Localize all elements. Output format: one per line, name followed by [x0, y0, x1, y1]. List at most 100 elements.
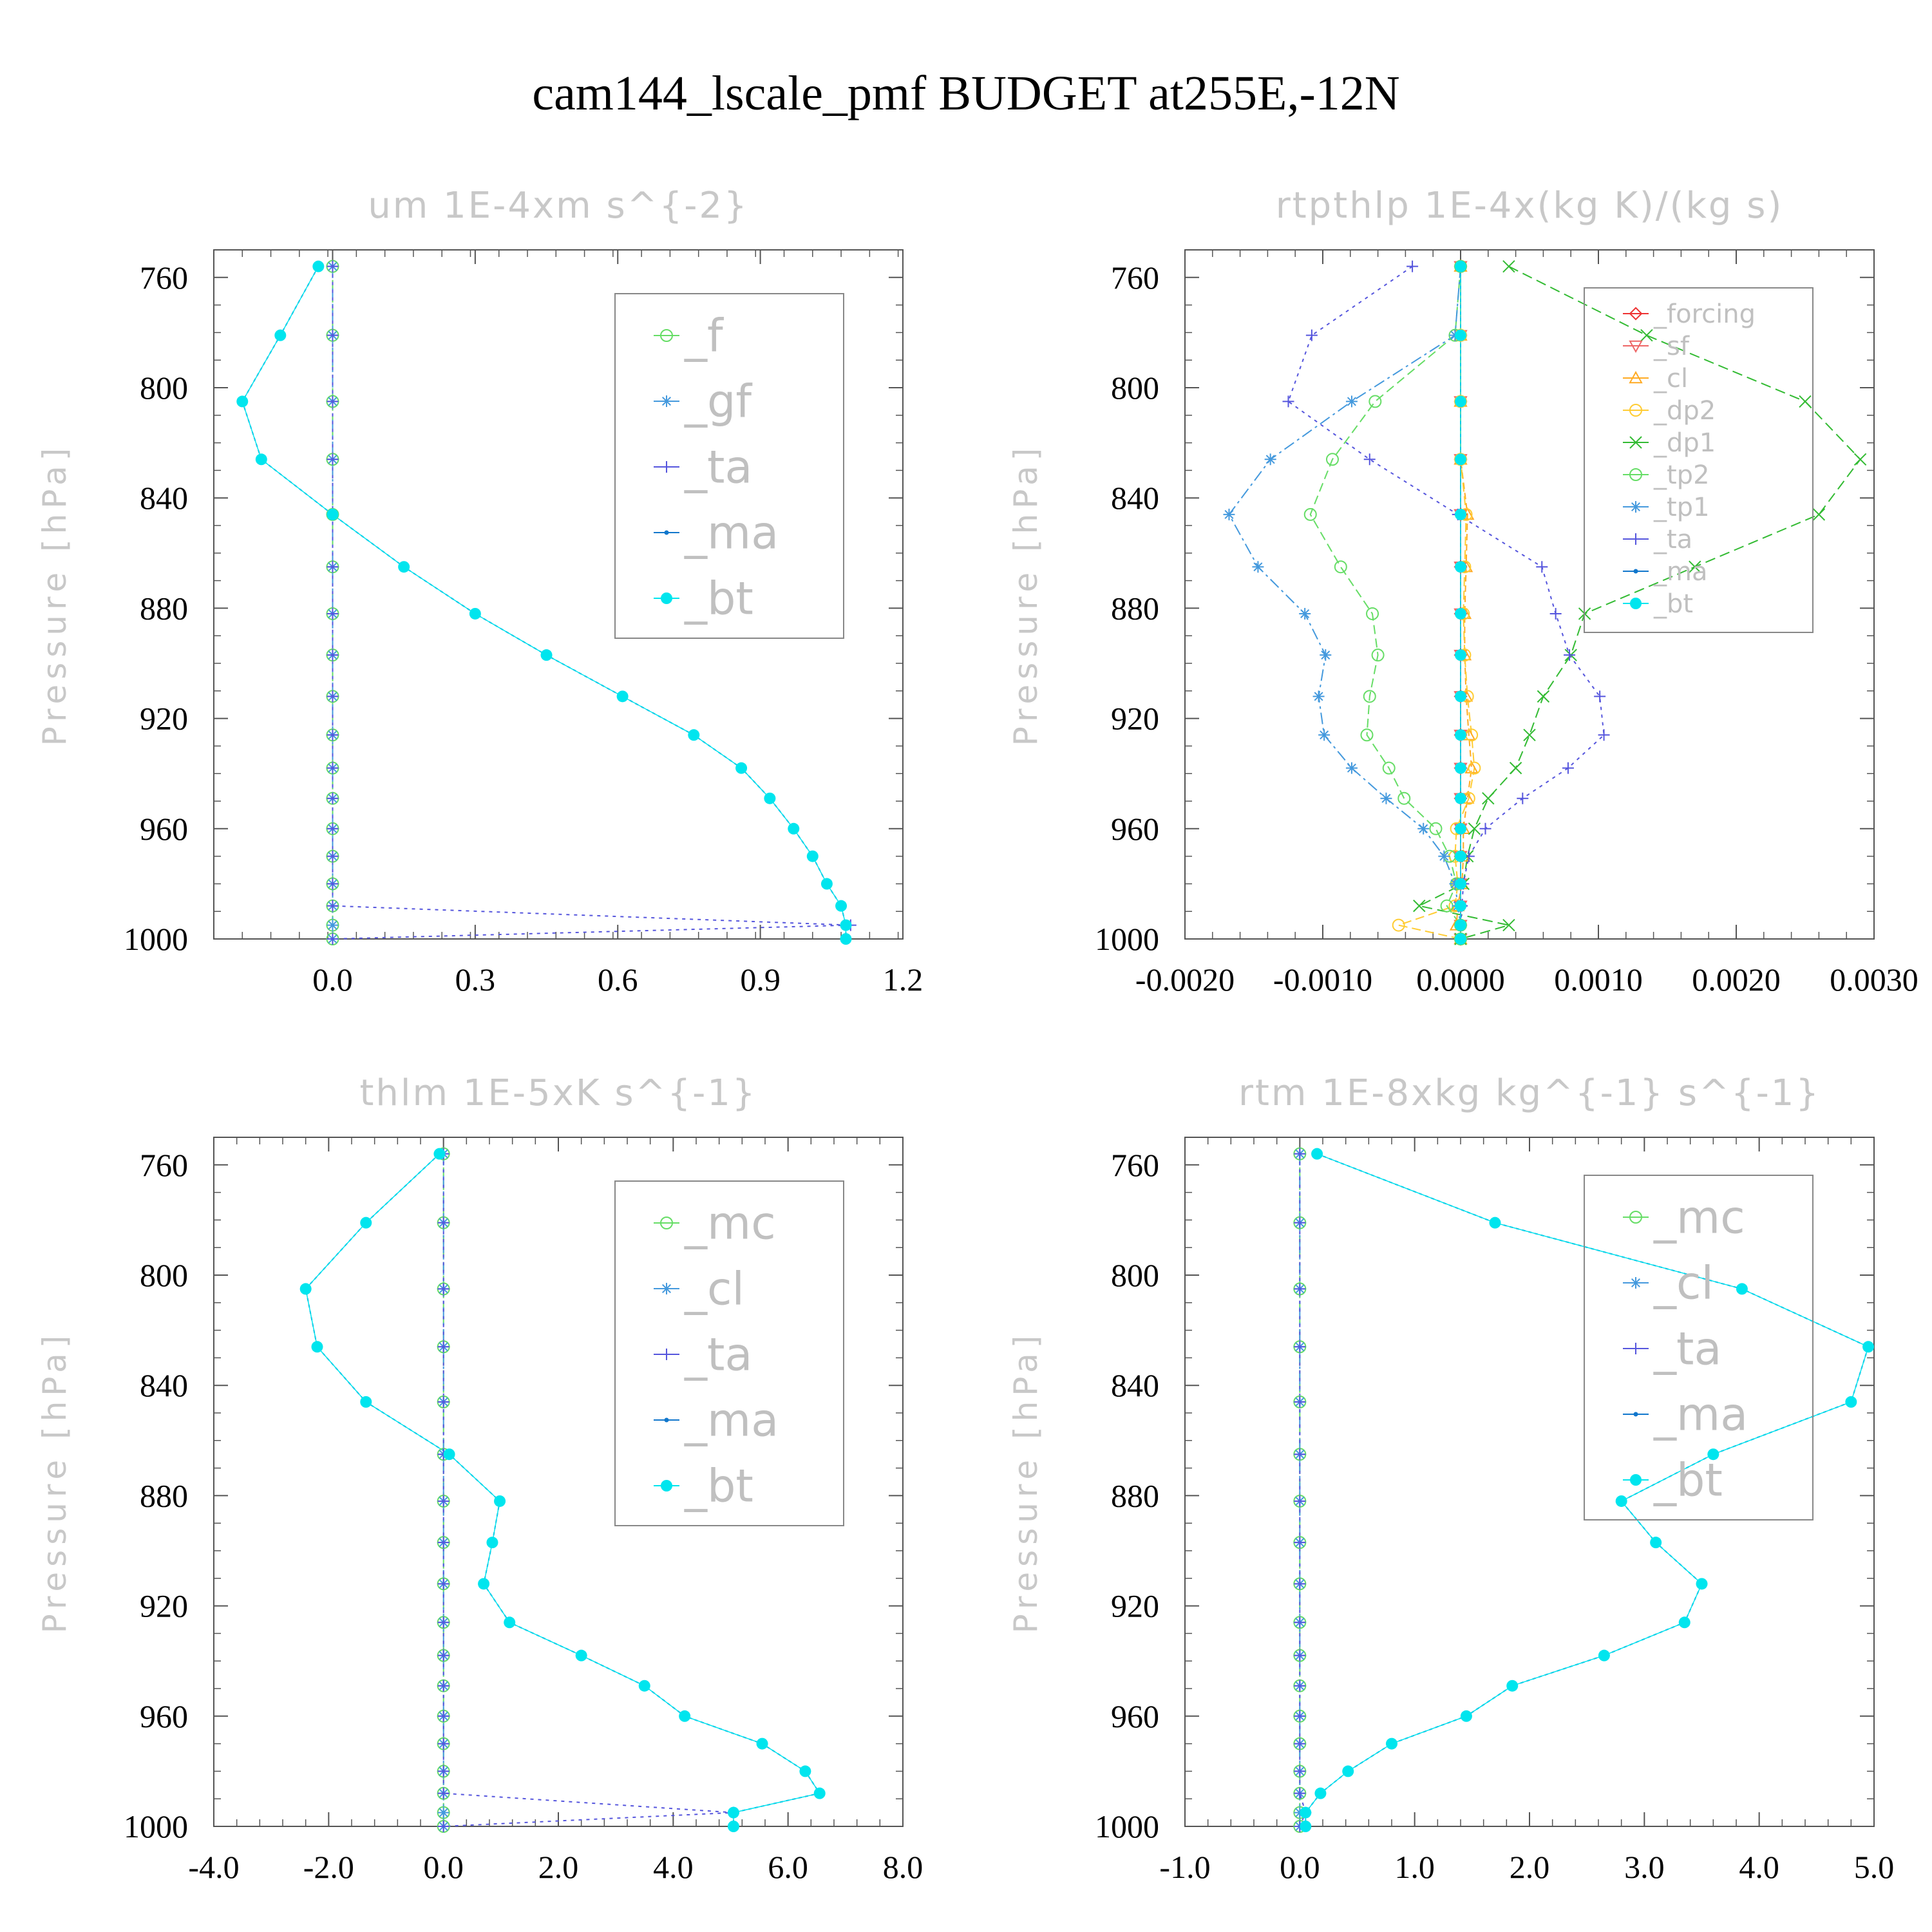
legend-marker [664, 530, 669, 535]
y-tick-label: 880 [140, 1477, 188, 1513]
legend-marker [1630, 1277, 1642, 1289]
point_ta [437, 1616, 450, 1629]
point_ta [1294, 1765, 1306, 1777]
legend: _mc _cl _ta _ma _bt [1584, 1175, 1814, 1520]
point_ta [327, 260, 339, 272]
y-tick-label: 880 [140, 590, 188, 626]
point_ta [327, 607, 339, 620]
legend-label: _cl [1653, 364, 1688, 393]
legend-label: _ma [1653, 1388, 1748, 1441]
legend-label: _bt [1653, 589, 1693, 619]
legend-marker [661, 395, 672, 407]
x-tick-label: 5.0 [1854, 1849, 1895, 1885]
point_ta [437, 1283, 450, 1295]
y-tick-label: 920 [1111, 701, 1159, 737]
point_bt [840, 933, 852, 945]
point_ta [437, 1787, 450, 1799]
point_bt [1455, 822, 1466, 835]
series-line_tp1 [1228, 266, 1461, 939]
point_bt [504, 1616, 516, 1629]
y-axis-label: Pressure [hPa] [1007, 1331, 1045, 1634]
point_ta [437, 1765, 450, 1777]
point_ta [327, 850, 339, 862]
point_tp2 [1397, 791, 1411, 805]
legend: _forcing _sf _cl _dp2_dp1_tp2 _tp1 _ta _ma_bt [1584, 287, 1814, 633]
point_tp2 [1366, 607, 1379, 620]
x-tick-label: 0.0 [423, 1849, 464, 1885]
series-line_tp2 [1309, 266, 1461, 939]
point_bt [575, 1649, 587, 1662]
point_bt [1455, 561, 1466, 573]
x-tick-label: -4.0 [188, 1849, 239, 1885]
point_ta [327, 453, 339, 466]
point_dp1 [1523, 728, 1536, 741]
point_ta [1305, 329, 1318, 341]
point_tp1 [1438, 850, 1450, 862]
point_ta [327, 329, 339, 341]
point_bt [1455, 690, 1466, 703]
point_ta [1294, 1448, 1306, 1461]
legend-label: _tp2 [1653, 460, 1710, 490]
point_bt [255, 453, 267, 466]
legend-marker [661, 592, 672, 604]
point_bt [1342, 1765, 1354, 1777]
legend-marker [1629, 340, 1643, 354]
y-tick-label: 960 [1111, 811, 1159, 847]
x-tick-label: 1.2 [883, 961, 923, 998]
legend: _f _gf _ta _ma _bt [614, 293, 844, 639]
y-tick-label: 840 [140, 480, 188, 516]
legend-label: _cl [1653, 1257, 1714, 1310]
point_gf [327, 919, 339, 931]
point_tp1 [1345, 762, 1358, 774]
point_bt [1455, 508, 1466, 520]
x-tick-label: 0.0 [1280, 1849, 1320, 1885]
legend-label: _ta [1653, 525, 1692, 554]
series-group [299, 1147, 826, 1833]
point_tp2 [1303, 507, 1317, 521]
point_tp1 [1299, 607, 1311, 620]
x-tick-label: 2.0 [538, 1849, 579, 1885]
x-tick-label: 0.0000 [1416, 961, 1505, 998]
y-tick-label: 1000 [124, 1808, 188, 1844]
point_bt [478, 1578, 490, 1590]
point_bt [820, 878, 833, 890]
legend-marker [1633, 1412, 1638, 1417]
legend-box [1584, 287, 1814, 633]
point_bt [433, 1148, 446, 1160]
legend-label: _tp1 [1653, 493, 1710, 522]
point_bt [799, 1765, 811, 1777]
legend-label: _dp2 [1653, 396, 1716, 426]
point_bt [1455, 850, 1466, 862]
point_dp1 [1413, 899, 1426, 913]
point_ta [327, 762, 339, 774]
panel-4: rtm 1E-8xkg kg^{-1} s^{-1} Pressure [hPa]… [1007, 1072, 1894, 1885]
point_ta [1294, 1578, 1306, 1590]
point_bt [1455, 933, 1466, 945]
point_dp1 [1502, 918, 1515, 932]
x-tick-label: 6.0 [768, 1849, 808, 1885]
point_bt [1736, 1283, 1748, 1295]
point_bt [299, 1283, 312, 1295]
panel-title: thlm 1E-5xK s^{-1} [359, 1072, 757, 1114]
legend-label: _cl [684, 1263, 744, 1316]
point_tp2 [1334, 560, 1347, 574]
point_ta [1517, 792, 1529, 804]
point_ta [1294, 1283, 1306, 1295]
point_bt [398, 561, 410, 573]
point_bt [1696, 1578, 1708, 1590]
point_tp2 [1368, 395, 1382, 408]
point_ta [437, 1537, 450, 1549]
point_ta [327, 878, 339, 890]
point_ta [1406, 260, 1419, 272]
point_bt [1489, 1217, 1501, 1229]
point_bt [1615, 1495, 1627, 1507]
point_bt [813, 1787, 826, 1799]
point_ta [327, 822, 339, 835]
point_tp1 [1223, 508, 1235, 520]
y-tick-label: 920 [140, 1588, 188, 1624]
legend-marker [661, 1283, 672, 1294]
point_bt [469, 607, 481, 620]
point_tp1 [1252, 561, 1264, 573]
y-tick-label: 800 [1111, 370, 1159, 406]
